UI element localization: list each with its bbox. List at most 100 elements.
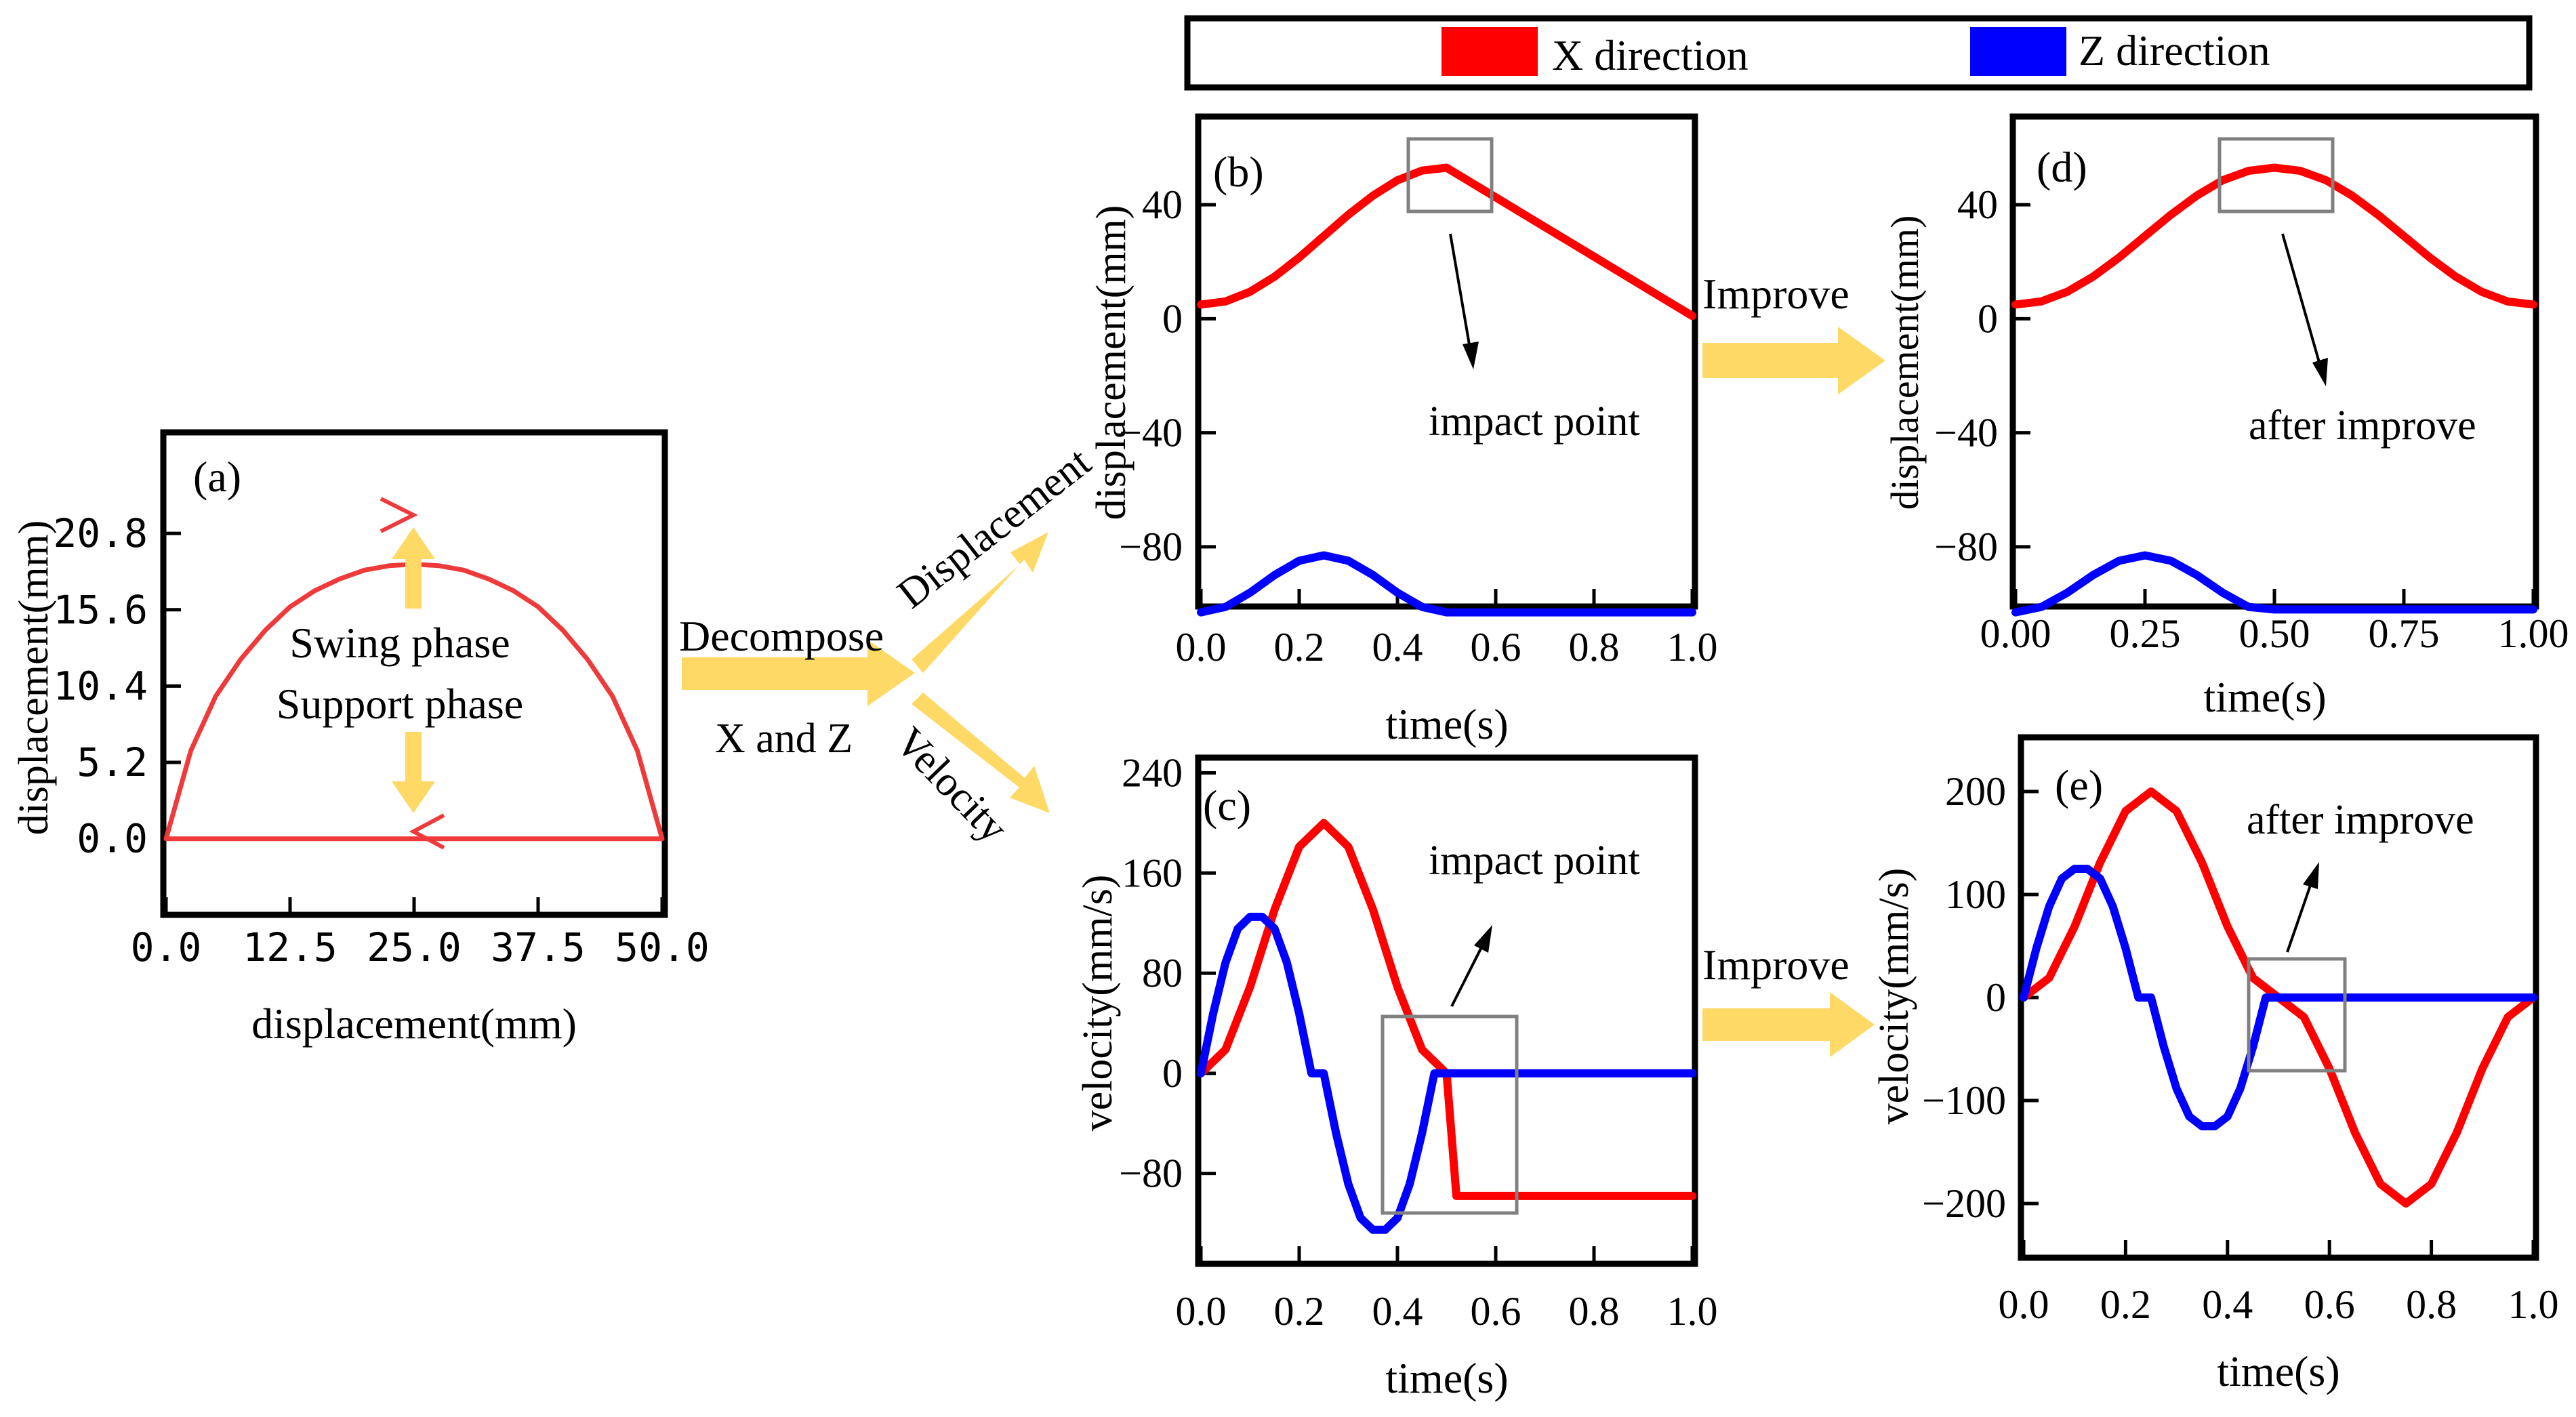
chart-d-xtick-label: 1.00 — [2498, 611, 2569, 656]
chart-b-x-direction-line — [1197, 163, 1696, 321]
chart-a-panel-label: (a) — [193, 453, 241, 501]
chart-b-xtick-label: 0.2 — [1274, 625, 1325, 670]
chart-a-phase-arrows — [392, 527, 435, 813]
chart-c-xtick-label: 0.0 — [1176, 1289, 1227, 1334]
chart-a-xtick-label: 0.0 — [131, 924, 202, 970]
chart-b-xtick-label: 0.8 — [1569, 625, 1620, 670]
chart-d-panel-label: (d) — [2037, 143, 2087, 191]
chart-a: (a) 0.0 5.2 10.4 15.6 20.8 0.0 12.5 25.0 37.5 50… — [11, 429, 710, 1048]
chart-c-xtick-label: 1.0 — [1667, 1289, 1718, 1334]
x-and-z-label: X and Z — [715, 716, 853, 762]
chart-e-ylabel: velocity(mm/s) — [1871, 868, 1917, 1125]
improve-top-arrow — [1702, 327, 1885, 394]
chart-e-xtick-label: 0.8 — [2406, 1282, 2457, 1327]
chart-b-xlabel: time(s) — [1385, 700, 1508, 748]
chart-b-xtick-label: 1.0 — [1667, 625, 1718, 670]
chart-d-improve-pointer — [2281, 233, 2328, 386]
chart-c-x-direction-line — [1197, 819, 1696, 1200]
chart-e-z-direction-line — [2020, 865, 2537, 1130]
chart-c-ytick-label: 160 — [1122, 850, 1183, 895]
chart-c-ytick-label: 80 — [1142, 951, 1183, 995]
chart-e-xtick-label: 0.0 — [1999, 1282, 2049, 1327]
improve-bottom-label: Improve — [1702, 941, 1849, 989]
chart-d-x-direction-line — [2011, 163, 2537, 309]
chart-e-annotation: after improve — [2247, 797, 2474, 843]
chart-b-ytick-label: 40 — [1142, 182, 1183, 227]
chart-c-impact-box — [1381, 1014, 1519, 1215]
chart-e-improve-pointer — [2286, 862, 2319, 953]
chart-a-ytick-label: 0.0 — [77, 816, 148, 862]
chart-e: (e) 200 100 0 −100 −200 0.0 0.2 0.4 0.6 0.8 1.0 a… — [1871, 734, 2559, 1395]
chart-c-panel-label: (c) — [1203, 781, 1251, 829]
decompose-arrow — [682, 640, 915, 706]
displacement-arrow — [912, 532, 1048, 673]
chart-d-annotation: after improve — [2249, 403, 2476, 449]
legend: X direction Z direction — [1184, 15, 2533, 91]
chart-a-xtick-label: 12.5 — [243, 924, 338, 970]
chart-e-ytick-label: 0 — [1986, 975, 2006, 1020]
chart-d: (d) 40 0 −40 −80 0.00 0.25 0.50 0.75 1.00 after… — [1883, 113, 2569, 721]
chart-d-xlabel: time(s) — [2203, 673, 2326, 721]
chart-a-swing-direction-arrowhead — [380, 497, 418, 533]
chart-e-ytick-label: 100 — [1945, 872, 2006, 917]
chart-c-xtick-label: 0.4 — [1372, 1289, 1423, 1334]
chart-b-impact-pointer-head — [1463, 342, 1479, 369]
chart-e-xtick-label: 1.0 — [2508, 1282, 2559, 1327]
chart-d-xtick-label: 0.25 — [2110, 611, 2181, 656]
chart-d-ylabel: displacement(mm) — [1883, 215, 1927, 510]
chart-c: (c) 240 160 80 0 −80 0.0 0.2 0.4 0.6 0.8 1.0 impa… — [1075, 750, 1718, 1402]
chart-c-xtick-label: 0.2 — [1274, 1289, 1325, 1334]
legend-x-label: X direction — [1552, 31, 1749, 79]
chart-e-xtick-label: 0.4 — [2202, 1282, 2253, 1327]
chart-e-ytick-label: −100 — [1922, 1078, 2006, 1123]
chart-a-xtick-label: 50.0 — [615, 924, 710, 970]
decompose-label: Decompose — [679, 612, 884, 660]
chart-b-z-direction-line — [1197, 551, 1696, 617]
improve-bottom-arrow — [1702, 992, 1875, 1057]
velocity-flow-label: Velocity — [886, 718, 1017, 851]
chart-c-impact-pointer-head — [1474, 925, 1492, 953]
chart-e-xtick-label: 0.2 — [2100, 1282, 2151, 1327]
chart-a-ytick-label: 15.6 — [53, 587, 148, 633]
chart-b-xtick-label: 0.6 — [1471, 625, 1521, 670]
swing-up-arrow — [392, 527, 435, 609]
chart-d-improve-pointer-head — [2312, 358, 2328, 386]
chart-a-ytick-label: 20.8 — [53, 510, 148, 556]
chart-a-ylabel: displacement(mm) — [11, 520, 57, 836]
chart-c-ylabel: velocity(mm/s) — [1075, 875, 1121, 1132]
chart-d-xtick-label: 0.00 — [1980, 611, 2051, 656]
chart-b-impact-box — [1406, 137, 1494, 213]
chart-c-frame — [1195, 754, 1698, 1267]
chart-e-panel-label: (e) — [2055, 761, 2103, 809]
chart-a-support-direction-arrowhead — [409, 813, 445, 850]
chart-b-panel-label: (b) — [1213, 148, 1264, 196]
chart-e-improve-box — [2247, 957, 2347, 1073]
chart-c-ytick-label: 0 — [1162, 1051, 1183, 1096]
chart-d-ytick-label: 40 — [1957, 182, 1998, 227]
chart-b-impact-pointer — [1449, 233, 1479, 369]
legend-z-swatch — [1970, 27, 2066, 76]
chart-b-xtick-label: 0.0 — [1176, 625, 1227, 670]
chart-e-ytick-label: −200 — [1922, 1181, 2006, 1226]
chart-b-ylabel: displacement(mm) — [1088, 205, 1134, 520]
chart-c-ytick-label: −80 — [1119, 1151, 1183, 1196]
chart-e-xtick-label: 0.6 — [2304, 1282, 2355, 1327]
chart-d-xtick-label: 0.50 — [2239, 611, 2310, 656]
chart-c-z-direction-line — [1197, 912, 1696, 1234]
chart-a-ytick-label: 10.4 — [53, 663, 148, 709]
chart-c-ytick-label: 240 — [1122, 750, 1183, 795]
support-down-arrow — [392, 732, 435, 813]
chart-a-direction-arrows — [380, 497, 445, 850]
chart-b: (b) 40 0 −40 −80 0.0 0.2 0.4 0.6 0.8 1.0 impact … — [1088, 113, 1718, 748]
chart-c-impact-pointer — [1450, 925, 1492, 1007]
support-phase-label: Support phase — [277, 680, 523, 728]
chart-e-ytick-label: 200 — [1945, 769, 2006, 814]
velocity-arrow — [912, 693, 1050, 813]
chart-b-ytick-label: 0 — [1162, 296, 1183, 341]
chart-c-annotation: impact point — [1429, 838, 1640, 884]
chart-b-xtick-label: 0.4 — [1372, 625, 1423, 670]
flow-arrows — [682, 327, 1885, 1057]
chart-a-frame — [160, 429, 668, 918]
chart-c-xtick-label: 0.6 — [1471, 1289, 1521, 1334]
